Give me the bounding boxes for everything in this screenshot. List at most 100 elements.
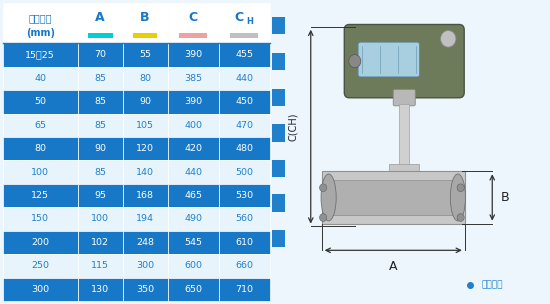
Text: C: C — [235, 11, 244, 24]
Text: B: B — [500, 191, 509, 204]
Text: 440: 440 — [184, 168, 202, 177]
Bar — [272, 230, 285, 247]
Bar — [168, 137, 218, 161]
Bar — [168, 231, 218, 254]
Bar — [168, 184, 218, 207]
Text: 440: 440 — [235, 74, 253, 83]
Bar — [218, 254, 270, 278]
Text: (mm): (mm) — [26, 28, 54, 38]
Circle shape — [457, 214, 464, 221]
Bar — [218, 161, 270, 184]
Text: 610: 610 — [235, 238, 253, 247]
Text: 40: 40 — [34, 74, 46, 83]
Text: 90: 90 — [94, 144, 106, 153]
Bar — [168, 43, 218, 67]
Bar — [3, 254, 78, 278]
Bar — [78, 207, 123, 231]
Text: 85: 85 — [94, 168, 106, 177]
Bar — [272, 160, 285, 177]
Bar — [230, 33, 258, 38]
Text: C(CH): C(CH) — [288, 112, 298, 141]
Bar — [3, 43, 78, 67]
Text: 130: 130 — [91, 285, 109, 294]
Text: 300: 300 — [31, 285, 50, 294]
Bar — [3, 161, 78, 184]
Bar — [218, 278, 270, 301]
Text: 100: 100 — [91, 214, 109, 223]
Text: 385: 385 — [184, 74, 202, 83]
Text: B: B — [140, 11, 150, 24]
Bar — [3, 67, 78, 90]
Text: 490: 490 — [184, 214, 202, 223]
Text: 85: 85 — [94, 121, 106, 130]
Circle shape — [441, 30, 456, 47]
Text: 仪表口径: 仪表口径 — [29, 13, 52, 23]
Circle shape — [320, 214, 327, 221]
FancyBboxPatch shape — [344, 25, 464, 98]
Bar — [272, 194, 285, 212]
Text: 390: 390 — [184, 50, 202, 60]
Text: 470: 470 — [235, 121, 253, 130]
Text: C: C — [189, 11, 197, 24]
Text: 710: 710 — [235, 285, 253, 294]
Text: 85: 85 — [94, 74, 106, 83]
Text: 350: 350 — [136, 285, 154, 294]
Bar — [333, 180, 454, 215]
Text: 390: 390 — [184, 97, 202, 106]
Text: 500: 500 — [235, 168, 253, 177]
Text: 120: 120 — [136, 144, 154, 153]
Bar — [123, 43, 168, 67]
Text: 194: 194 — [136, 214, 154, 223]
Text: 480: 480 — [235, 144, 253, 153]
Bar — [168, 207, 218, 231]
Bar — [272, 124, 285, 142]
Text: 常规仪表: 常规仪表 — [481, 280, 503, 289]
Text: 168: 168 — [136, 191, 154, 200]
Bar — [218, 113, 270, 137]
Bar — [123, 184, 168, 207]
Bar — [322, 171, 465, 223]
Bar — [78, 254, 123, 278]
Bar — [3, 207, 78, 231]
Text: 450: 450 — [235, 97, 253, 106]
Bar — [78, 278, 123, 301]
Bar — [218, 231, 270, 254]
Text: 80: 80 — [34, 144, 46, 153]
Bar — [133, 33, 157, 38]
Bar — [218, 207, 270, 231]
Bar — [272, 88, 285, 106]
Bar — [123, 137, 168, 161]
Text: 95: 95 — [94, 191, 106, 200]
Bar — [123, 67, 168, 90]
Text: 650: 650 — [184, 285, 202, 294]
Bar — [399, 104, 409, 170]
Bar — [218, 90, 270, 113]
Bar — [168, 67, 218, 90]
Bar — [272, 53, 285, 70]
Bar — [168, 3, 218, 43]
Bar — [272, 17, 285, 34]
Text: 65: 65 — [34, 121, 46, 130]
Bar — [218, 67, 270, 90]
Text: 530: 530 — [235, 191, 253, 200]
Text: 660: 660 — [235, 261, 253, 270]
Text: 102: 102 — [91, 238, 109, 247]
Bar — [123, 90, 168, 113]
Bar — [78, 113, 123, 137]
Bar — [123, 231, 168, 254]
Bar — [88, 33, 113, 38]
Text: 85: 85 — [94, 97, 106, 106]
Bar — [78, 43, 123, 67]
Bar — [168, 254, 218, 278]
Bar — [3, 137, 78, 161]
Text: 300: 300 — [136, 261, 154, 270]
Bar — [168, 278, 218, 301]
Text: 420: 420 — [184, 144, 202, 153]
Text: 70: 70 — [94, 50, 106, 60]
Text: 80: 80 — [139, 74, 151, 83]
Bar — [3, 231, 78, 254]
Bar — [3, 90, 78, 113]
Ellipse shape — [321, 174, 336, 221]
Bar — [123, 161, 168, 184]
Text: 125: 125 — [31, 191, 49, 200]
